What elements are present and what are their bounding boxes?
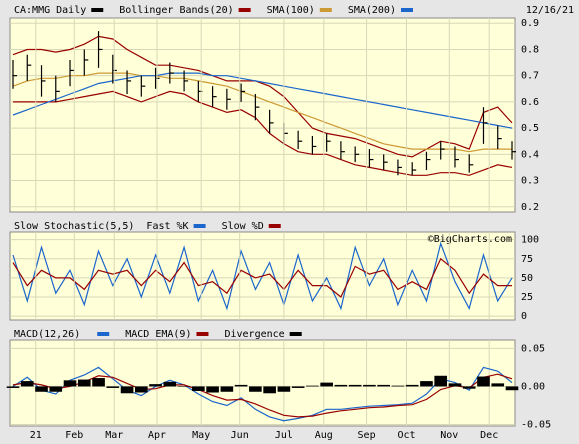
divergence-bar <box>149 384 162 387</box>
divergence-bar <box>77 379 91 387</box>
legend-label: Slow %D <box>222 221 264 232</box>
y-tick-label: -0.05 <box>521 419 551 430</box>
x-tick-label: Feb <box>65 430 83 441</box>
series-line <box>12 373 513 418</box>
y-tick-label: 0.9 <box>521 18 539 29</box>
panel <box>9 17 516 213</box>
y-tick-label: 0.00 <box>521 381 545 392</box>
divergence-bar <box>477 376 490 387</box>
y-tick-label: 0 <box>521 311 527 322</box>
legend-label: SMA(100) <box>267 5 315 16</box>
legend-swatch <box>193 224 206 228</box>
legend-label: CA:MMG Daily <box>14 5 86 16</box>
divergence-bar <box>320 382 333 387</box>
x-tick-label: Nov <box>440 430 458 441</box>
x-tick-label: Jul <box>275 430 293 441</box>
divergence-bar <box>120 386 134 394</box>
divergence-bar <box>434 375 448 387</box>
x-tick-label: Sep <box>358 430 376 441</box>
y-tick-label: 0.6 <box>521 97 539 108</box>
legend-swatch <box>400 8 413 12</box>
y-tick-label: 0.7 <box>521 71 539 82</box>
divergence-bar <box>363 384 376 387</box>
series-line <box>12 72 512 153</box>
divergence-bar <box>220 386 234 392</box>
divergence-bar <box>206 386 219 393</box>
y-tick-label: 0.3 <box>521 176 539 187</box>
divergence-bar <box>63 380 77 387</box>
divergence-bar <box>263 386 276 394</box>
divergence-bar <box>192 386 205 391</box>
y-tick-label: 0.5 <box>521 123 539 134</box>
legend-label: SMA(200) <box>348 5 396 16</box>
y-tick-label: 100 <box>521 235 539 246</box>
divergence-bar <box>135 386 148 393</box>
divergence-bar <box>234 384 248 387</box>
x-tick-label: Apr <box>148 430 166 441</box>
divergence-bar <box>348 384 362 387</box>
y-tick-label: 0.2 <box>521 202 539 213</box>
divergence-bar <box>49 386 63 392</box>
series-line <box>12 366 513 422</box>
series-line <box>12 257 512 298</box>
divergence-bar <box>277 386 291 392</box>
y-tick-label: 0.8 <box>521 44 539 55</box>
series-line <box>12 72 513 129</box>
y-tick-label: 0.4 <box>521 149 539 160</box>
divergence-bar <box>420 381 433 387</box>
divergence-bar <box>6 386 20 388</box>
legend-swatch <box>97 332 110 336</box>
y-tick-label: 75 <box>521 254 533 265</box>
legend-label: MACD EMA(9) <box>125 329 191 340</box>
divergence-bar <box>462 386 476 389</box>
x-tick-label: Oct <box>397 430 415 441</box>
x-tick-label: Mar <box>105 430 123 441</box>
chart-date: 12/16/21 <box>526 5 574 16</box>
legend-swatch <box>289 332 302 336</box>
x-tick-label: Dec <box>480 430 498 441</box>
legend-swatch <box>196 332 209 336</box>
divergence-bar <box>163 381 177 387</box>
legend-swatch <box>319 8 332 12</box>
legend-swatch <box>238 8 251 12</box>
legend-label: Fast %K <box>146 221 188 232</box>
credit: ©BigCharts.com <box>428 234 512 245</box>
divergence-bar <box>405 384 419 387</box>
divergence-bar <box>106 386 120 388</box>
band-upper <box>12 35 513 158</box>
band-lower <box>13 90 513 176</box>
legend-swatch <box>91 8 104 12</box>
legend-label: Bollinger Bands(20) <box>119 5 233 16</box>
y-tick-label: 25 <box>521 292 533 303</box>
x-tick-label: May <box>192 430 210 441</box>
divergence-bar <box>491 383 505 387</box>
divergence-bar <box>177 386 191 387</box>
divergence-bar <box>334 384 348 387</box>
y-tick-label: 0.05 <box>521 343 545 354</box>
divergence-bar <box>20 381 34 387</box>
x-tick-label: Aug <box>315 430 333 441</box>
divergence-bar <box>306 385 319 387</box>
x-tick-label: Jun <box>231 430 249 441</box>
panel-title: Slow Stochastic(5,5) <box>14 221 134 232</box>
divergence-bar <box>505 386 519 391</box>
legend-swatch <box>268 224 281 228</box>
legend-label: Divergence <box>224 329 284 340</box>
panel-title: MACD(12,26) <box>14 329 80 340</box>
y-tick-label: 50 <box>521 273 533 284</box>
divergence-bar <box>448 383 462 387</box>
divergence-bar <box>291 386 305 388</box>
divergence-bar <box>377 384 390 387</box>
x-tick-label: 21 <box>30 430 42 441</box>
divergence-bar <box>35 386 48 392</box>
divergence-bar <box>391 385 405 387</box>
divergence-bar <box>249 386 262 392</box>
divergence-bar <box>92 378 105 387</box>
